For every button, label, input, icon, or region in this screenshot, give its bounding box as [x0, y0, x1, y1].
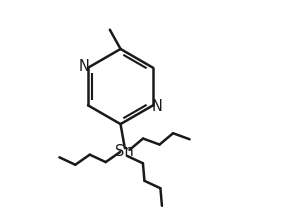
- Text: Sn: Sn: [116, 145, 134, 159]
- Text: N: N: [151, 99, 162, 114]
- Text: N: N: [79, 59, 89, 74]
